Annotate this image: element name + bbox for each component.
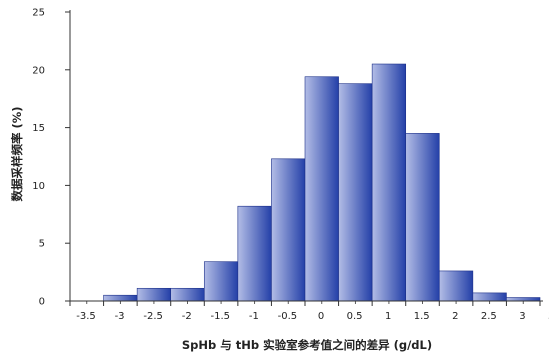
x-tick-label: -1.5: [211, 311, 231, 322]
y-tick-label: 15: [32, 123, 45, 134]
x-tick-label: 2: [452, 311, 458, 322]
x-tick-label: 0.5: [347, 311, 363, 322]
x-tick-label: -2.5: [143, 311, 163, 322]
x-tick-label: -3.5: [76, 311, 96, 322]
histogram-bar: [371, 63, 407, 302]
histogram-bar: [203, 261, 239, 302]
histogram-bar: [103, 294, 138, 302]
y-tick-label: 10: [32, 181, 45, 192]
histogram-bar: [136, 287, 172, 302]
y-axis-title: 数据采样频率 (%): [10, 106, 24, 201]
x-tick-label: 2.5: [481, 311, 497, 322]
histogram-bar: [506, 297, 541, 302]
y-axis: 0 5 10 15 20 25: [32, 8, 71, 308]
y-tick-label: 20: [32, 65, 45, 76]
x-tick-label: -1: [249, 311, 259, 322]
x-tick-label: -3: [115, 311, 125, 322]
histogram-bar: [237, 205, 272, 302]
y-tick-label: 0: [39, 297, 45, 308]
x-tick-label: 3: [519, 311, 525, 322]
x-axis-title: SpHb 与 tHb 实验室参考值之间的差异 (g/dL): [182, 338, 432, 352]
y-tick-label: 25: [32, 8, 45, 19]
histogram-bar: [304, 76, 339, 302]
x-tick-label: -2: [182, 311, 192, 322]
histogram-bar: [271, 158, 306, 302]
histogram-bar: [438, 270, 474, 302]
histogram-bar: [170, 287, 205, 302]
y-tick-label: 5: [39, 239, 45, 250]
x-tick-label: 1: [385, 311, 391, 322]
x-axis: -3.5-3-2.5-2-1.5-1-0.500.511.522.533.5: [69, 300, 549, 322]
histogram-bar: [405, 133, 440, 302]
histogram-bar: [338, 83, 373, 302]
x-tick-label: 0: [318, 311, 324, 322]
histogram-bar: [472, 292, 507, 302]
x-tick-label: 1.5: [414, 311, 430, 322]
x-tick-label: -0.5: [278, 311, 298, 322]
bars-group: [103, 63, 541, 302]
